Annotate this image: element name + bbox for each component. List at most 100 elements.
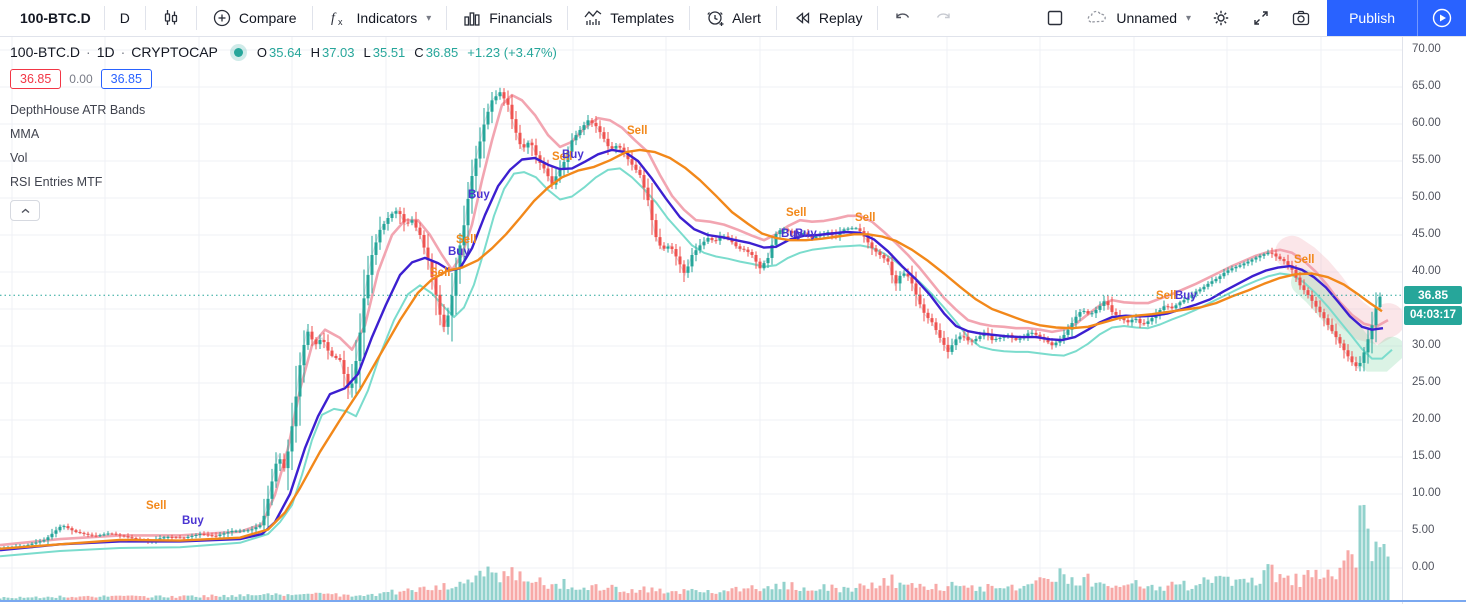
- sell-signal-label: Sell: [786, 207, 806, 219]
- price-axis[interactable]: 36.85 04:03:17 70.00 65.00 60.00 55.00 50.00…: [1402, 37, 1466, 604]
- sell-signal-label: Sell: [430, 267, 450, 279]
- chart-canvas[interactable]: SellBuySellBuySellBuySellBuySellSellBuyB…: [0, 0, 1402, 604]
- axis-tick-label: 30.00: [1412, 339, 1441, 351]
- layout-name-label: Unnamed: [1116, 10, 1178, 26]
- fullscreen-button[interactable]: [1241, 3, 1281, 33]
- high-value: 37.03: [321, 44, 355, 60]
- indicator-item-rsi-entries[interactable]: RSI Entries MTF: [10, 175, 103, 189]
- publish-play-button[interactable]: [1418, 0, 1466, 36]
- indicator-item-atr-bands[interactable]: DepthHouse ATR Bands: [10, 103, 146, 117]
- legend-symbol[interactable]: 100-BTC.D: [10, 44, 81, 60]
- symbol-label: 100-BTC.D: [20, 10, 91, 26]
- atr-lower-band: [0, 167, 1393, 558]
- plus-circle-icon: [212, 8, 232, 28]
- axis-tick-label: 5.00: [1412, 524, 1435, 536]
- sell-signal-label: Sell: [456, 234, 476, 246]
- toolbar-separator: [689, 6, 691, 30]
- replay-icon: [792, 8, 812, 28]
- interval-label: D: [119, 10, 130, 26]
- chevron-down-icon: ▾: [1186, 12, 1192, 24]
- buy-price-button[interactable]: 36.85: [100, 69, 152, 89]
- indicator-item-mma[interactable]: MMA: [10, 127, 40, 141]
- compare-button[interactable]: Compare: [202, 3, 307, 33]
- chevron-up-icon: [21, 208, 29, 213]
- template-chart-icon: [583, 8, 603, 28]
- buy-signal-label: Buy: [448, 246, 470, 258]
- axis-tick-label: 15.00: [1412, 450, 1441, 462]
- legend-interval[interactable]: 1D: [96, 44, 115, 60]
- last-price-badge: 36.85: [1404, 286, 1462, 305]
- buy-signal-label: Buy: [795, 228, 817, 240]
- fullscreen-icon: [1251, 8, 1271, 28]
- axis-tick-label: 10.00: [1412, 487, 1441, 499]
- sell-signal-label: Sell: [627, 125, 647, 137]
- chart-style-button[interactable]: [151, 3, 191, 33]
- market-status-dot[interactable]: [233, 47, 243, 57]
- alert-button[interactable]: Alert: [695, 3, 771, 33]
- snapshot-button[interactable]: [1281, 3, 1321, 33]
- alarm-clock-icon: [705, 8, 725, 28]
- countdown-badge: 04:03:17: [1404, 306, 1462, 326]
- buy-signal-label: Buy: [562, 149, 584, 161]
- redo-button[interactable]: [923, 3, 963, 33]
- sell-signal-label: Sell: [1156, 290, 1176, 302]
- axis-tick-label: 40.00: [1412, 265, 1441, 277]
- axis-tick-label: 50.00: [1412, 191, 1441, 203]
- axis-tick-label: 60.00: [1412, 117, 1441, 129]
- indicator-item-vol[interactable]: Vol: [10, 151, 28, 165]
- layout-button[interactable]: [1035, 3, 1075, 33]
- toolbar-separator: [567, 6, 569, 30]
- high-label: H: [310, 44, 320, 60]
- svg-text:x: x: [338, 17, 343, 27]
- settings-button[interactable]: [1201, 3, 1241, 33]
- toolbar-separator: [775, 6, 777, 30]
- chevron-down-icon: ▾: [426, 12, 432, 24]
- axis-tick-label: 0.00: [1412, 561, 1435, 573]
- atr-upper-band: [0, 93, 1389, 547]
- financials-button[interactable]: Financials: [452, 3, 562, 33]
- buy-signal-label: Buy: [1175, 290, 1197, 302]
- publish-button[interactable]: Publish: [1327, 0, 1417, 36]
- toolbar-separator: [195, 6, 197, 30]
- pane-separator[interactable]: [0, 600, 1466, 602]
- compare-label: Compare: [238, 10, 297, 26]
- axis-tick-label: 20.00: [1412, 413, 1441, 425]
- sell-signal-label: Sell: [552, 151, 572, 163]
- buy-signal-label: Buy: [468, 189, 490, 201]
- axis-tick-label: 55.00: [1412, 154, 1441, 166]
- ma-blue-line: [0, 148, 1384, 552]
- candlestick-icon: [161, 8, 181, 28]
- undo-button[interactable]: [883, 3, 923, 33]
- cloud-save-button[interactable]: Unnamed ▾: [1075, 3, 1201, 33]
- replay-button[interactable]: Replay: [782, 3, 873, 33]
- collapse-indicators-button[interactable]: [10, 200, 40, 221]
- toolbar-separator: [144, 6, 146, 30]
- legend-exchange: CRYPTOCAP: [131, 44, 218, 60]
- redo-icon: [933, 8, 953, 28]
- sell-signal-label: Sell: [146, 500, 166, 512]
- candles-layer: [0, 87, 1382, 550]
- publish-divider: [1417, 0, 1418, 36]
- templates-button[interactable]: Templates: [573, 3, 684, 33]
- signal-labels: SellBuySellBuySellBuySellBuySellSellBuyB…: [146, 125, 1314, 527]
- legend-title-row: 100-BTC.D · 1D · CRYPTOCAP O 35.64 H 37.03…: [10, 44, 557, 60]
- ohlc-values: O 35.64 H 37.03 L 35.51 C 36.85 +1.23 (+3.47…: [257, 45, 557, 60]
- axis-tick-label: 25.00: [1412, 376, 1441, 388]
- toolbar-right-group: Unnamed ▾ Publish: [1035, 0, 1466, 36]
- sell-price-button[interactable]: 36.85: [10, 69, 62, 89]
- sell-signal-label: Sell: [1294, 254, 1314, 266]
- gear-icon: [1211, 8, 1231, 28]
- indicators-label: Indicators: [356, 10, 418, 26]
- symbol-button[interactable]: 100-BTC.D: [12, 3, 99, 33]
- change-value: +1.23 (+3.47%): [467, 44, 557, 60]
- spread-value: 0.00: [69, 72, 93, 86]
- axis-tick-label: 65.00: [1412, 80, 1441, 92]
- interval-button[interactable]: D: [110, 3, 140, 33]
- publish-group: Publish: [1327, 0, 1466, 36]
- low-value: 35.51: [372, 44, 406, 60]
- volume-bars: [0, 504, 1390, 600]
- toolbar-separator: [103, 6, 105, 30]
